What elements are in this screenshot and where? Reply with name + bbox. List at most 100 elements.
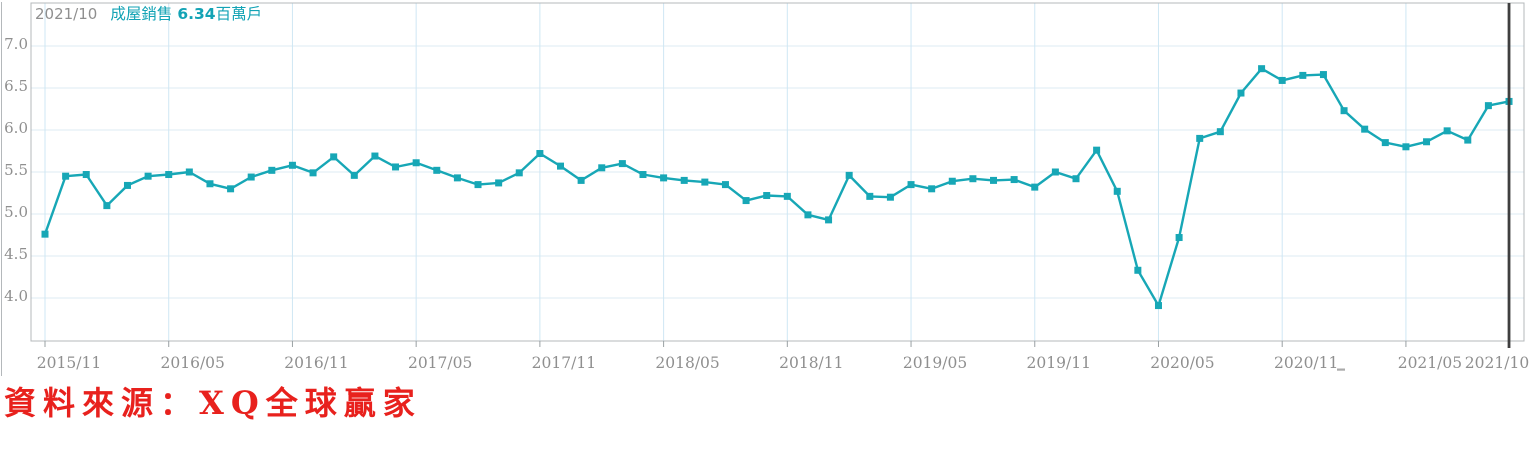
tooltip-unit: 百萬戶	[215, 5, 263, 23]
data-point	[412, 159, 420, 167]
data-point	[701, 178, 709, 186]
data-point	[1134, 266, 1142, 274]
data-point	[928, 185, 936, 193]
y-axis-labels: 7.0 6.5 6.0 5.5 5.0 4.5 4.0	[4, 35, 28, 305]
x-axis-labels: 2015/11 2016/05 2016/11 2017/05 2017/11 2018/…	[37, 354, 1529, 372]
data-source-label: 資料來源：XQ全球贏家	[4, 384, 422, 422]
data-point	[866, 192, 874, 200]
data-point	[288, 161, 296, 169]
data-point	[618, 160, 626, 168]
data-point	[577, 176, 585, 184]
stray-cursor-artifact	[1337, 368, 1345, 371]
x-tick-label: 2017/05	[408, 354, 472, 372]
data-point	[1484, 102, 1492, 110]
x-tick-label: 2019/05	[903, 354, 967, 372]
tooltip-value: 6.34	[177, 5, 216, 23]
x-tick-label: 2017/11	[532, 354, 596, 372]
data-point	[392, 163, 400, 171]
data-point	[598, 164, 606, 172]
data-point	[247, 173, 255, 181]
data-point	[62, 172, 70, 180]
data-point	[1093, 146, 1101, 154]
data-point	[227, 185, 235, 193]
data-point	[1072, 175, 1080, 183]
data-point	[680, 176, 688, 184]
data-point	[1361, 125, 1369, 133]
data-point	[433, 166, 441, 174]
data-point	[1423, 138, 1431, 146]
data-point	[886, 193, 894, 201]
data-point	[969, 175, 977, 183]
data-point	[1175, 234, 1183, 242]
v-gridlines	[44, 3, 1407, 341]
data-point	[144, 172, 152, 180]
data-point-markers	[41, 65, 1513, 310]
data-point	[1278, 76, 1286, 84]
data-point	[1319, 71, 1327, 79]
data-point	[948, 177, 956, 185]
data-point	[1443, 127, 1451, 135]
data-point	[660, 174, 668, 182]
y-tick-label: 7.0	[4, 35, 28, 53]
data-point	[825, 216, 833, 224]
data-point	[474, 181, 482, 189]
crosshair-tooltip: 2021/10 成屋銷售 6.34 百萬戶	[35, 6, 262, 23]
y-tick-label: 4.0	[4, 287, 28, 305]
tooltip-series-name: 成屋銷售	[110, 5, 173, 23]
data-point	[907, 181, 915, 189]
plot-border	[30, 2, 1525, 342]
x-tick-label: 2021/10	[1465, 354, 1529, 372]
x-tick-label: 2019/11	[1027, 354, 1091, 372]
data-point	[1258, 65, 1266, 73]
data-point	[495, 179, 503, 187]
data-point	[165, 171, 173, 179]
x-tick-label: 2016/05	[161, 354, 225, 372]
sales-line-chart[interactable]: 7.0 6.5 6.0 5.5 5.0 4.5 4.0 2015/11 2016/05 2016/…	[0, 0, 1536, 382]
y-tick-label: 6.0	[4, 119, 28, 137]
data-point	[721, 181, 729, 189]
data-point	[1464, 136, 1472, 144]
y-tick-label: 6.5	[4, 77, 28, 95]
data-point	[1196, 134, 1204, 142]
data-point	[515, 169, 523, 177]
data-point	[206, 180, 214, 188]
data-point	[804, 211, 812, 219]
data-point	[1299, 71, 1307, 79]
x-tick-label: 2018/05	[655, 354, 719, 372]
x-tick-label: 2018/11	[779, 354, 843, 372]
x-tick-label: 2015/11	[37, 354, 101, 372]
x-axis-ticks	[44, 341, 1510, 347]
data-point	[1237, 89, 1245, 97]
data-point	[1381, 139, 1389, 147]
y-tick-label: 4.5	[4, 245, 28, 263]
data-point	[371, 152, 379, 160]
h-gridlines	[31, 45, 1524, 299]
tooltip-date: 2021/10	[35, 5, 98, 23]
x-tick-label: 2021/05	[1398, 354, 1462, 372]
x-tick-label: 2020/11	[1274, 354, 1338, 372]
data-point	[990, 176, 998, 184]
data-point	[536, 150, 544, 158]
data-point	[763, 192, 771, 200]
data-point	[123, 181, 131, 189]
data-point	[41, 230, 49, 238]
data-point	[1113, 187, 1121, 195]
data-point	[1031, 183, 1039, 191]
data-point	[268, 166, 276, 174]
data-point	[557, 162, 564, 170]
data-point	[330, 153, 338, 161]
x-tick-label: 2020/05	[1150, 354, 1214, 372]
data-point	[639, 171, 647, 179]
data-point	[1340, 107, 1348, 115]
data-point	[1051, 168, 1059, 176]
data-point	[742, 197, 750, 205]
data-point	[453, 174, 461, 182]
y-tick-label: 5.5	[4, 161, 28, 179]
data-point	[1402, 143, 1410, 151]
data-point	[82, 171, 90, 179]
data-point	[783, 192, 791, 200]
data-point	[1216, 128, 1224, 136]
data-point	[309, 169, 317, 177]
data-point	[350, 171, 358, 179]
